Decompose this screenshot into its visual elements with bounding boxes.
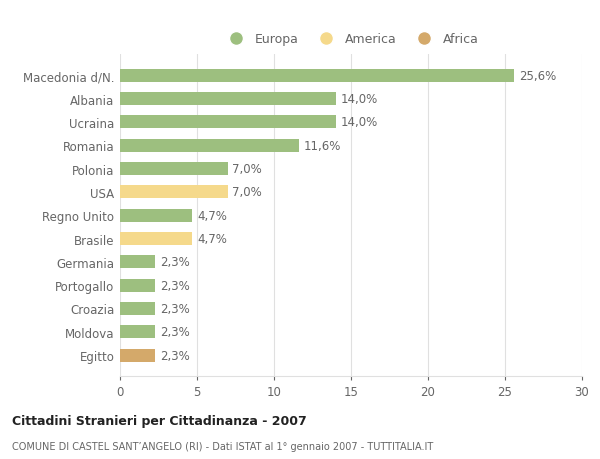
Text: 2,3%: 2,3% bbox=[160, 325, 190, 339]
Text: 4,7%: 4,7% bbox=[197, 209, 227, 222]
Bar bbox=[120, 233, 193, 246]
Text: 14,0%: 14,0% bbox=[340, 93, 377, 106]
Bar bbox=[120, 140, 299, 152]
Bar bbox=[120, 70, 514, 83]
Bar bbox=[120, 163, 228, 176]
Bar bbox=[120, 209, 193, 222]
Text: 11,6%: 11,6% bbox=[303, 140, 341, 152]
Text: 7,0%: 7,0% bbox=[232, 162, 262, 176]
Text: Cittadini Stranieri per Cittadinanza - 2007: Cittadini Stranieri per Cittadinanza - 2… bbox=[12, 414, 307, 428]
Bar bbox=[120, 279, 155, 292]
Legend: Europa, America, Africa: Europa, America, Africa bbox=[220, 29, 482, 50]
Text: 2,3%: 2,3% bbox=[160, 256, 190, 269]
Text: 2,3%: 2,3% bbox=[160, 349, 190, 362]
Text: 4,7%: 4,7% bbox=[197, 233, 227, 246]
Text: 7,0%: 7,0% bbox=[232, 186, 262, 199]
Bar bbox=[120, 349, 155, 362]
Bar bbox=[120, 302, 155, 315]
Text: 14,0%: 14,0% bbox=[340, 116, 377, 129]
Bar bbox=[120, 326, 155, 338]
Bar bbox=[120, 256, 155, 269]
Bar bbox=[120, 186, 228, 199]
Text: 2,3%: 2,3% bbox=[160, 302, 190, 315]
Text: COMUNE DI CASTEL SANT’ANGELO (RI) - Dati ISTAT al 1° gennaio 2007 - TUTTITALIA.I: COMUNE DI CASTEL SANT’ANGELO (RI) - Dati… bbox=[12, 441, 433, 451]
Text: 25,6%: 25,6% bbox=[519, 70, 556, 83]
Bar bbox=[120, 93, 335, 106]
Text: 2,3%: 2,3% bbox=[160, 279, 190, 292]
Bar bbox=[120, 116, 335, 129]
